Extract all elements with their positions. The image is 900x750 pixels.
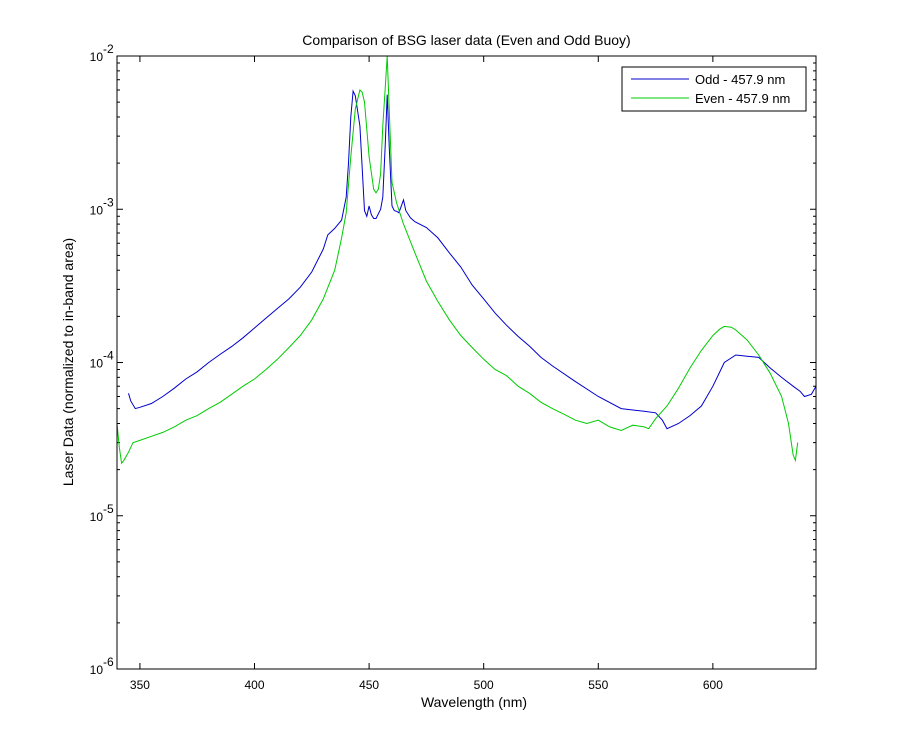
legend-label-even: Even - 457.9 nm xyxy=(695,91,790,106)
series-line-even xyxy=(117,56,799,465)
y-tick-label-exponent: -3 xyxy=(103,195,114,209)
x-tick-label: 500 xyxy=(474,678,494,692)
y-tick-label-base: 10 xyxy=(90,663,104,677)
y-tick-label-exponent: -2 xyxy=(103,42,114,56)
x-axis-label: Wavelength (nm) xyxy=(421,694,527,710)
x-tick-label: 550 xyxy=(588,678,608,692)
legend-label-odd: Odd - 457.9 nm xyxy=(695,72,785,87)
x-axis: 350 400 450 500 550 600 xyxy=(130,56,723,692)
y-tick-label-base: 10 xyxy=(90,50,104,64)
x-tick-label: 600 xyxy=(703,678,723,692)
legend: Odd - 457.9 nm Even - 457.9 nm xyxy=(621,66,807,112)
legend-box xyxy=(621,66,807,112)
chart-title: Comparison of BSG laser data (Even and O… xyxy=(302,32,630,48)
series-line-odd xyxy=(128,89,816,430)
y-tick-label-exponent: -6 xyxy=(103,655,114,669)
x-tick-label: 400 xyxy=(244,678,264,692)
y-tick-label-exponent: -4 xyxy=(103,349,114,363)
y-tick-label-base: 10 xyxy=(90,510,104,524)
plot-area-frame xyxy=(116,55,817,670)
x-tick-label: 450 xyxy=(359,678,379,692)
y-tick-label-base: 10 xyxy=(90,203,104,217)
y-tick-label-exponent: -5 xyxy=(103,502,114,516)
plot-area-background xyxy=(117,56,816,669)
x-tick-label: 350 xyxy=(130,678,150,692)
y-axis-label: Laser Data (normalized to in-band area) xyxy=(60,238,76,486)
series-layer xyxy=(117,56,816,465)
y-tick-label-base: 10 xyxy=(90,357,104,371)
